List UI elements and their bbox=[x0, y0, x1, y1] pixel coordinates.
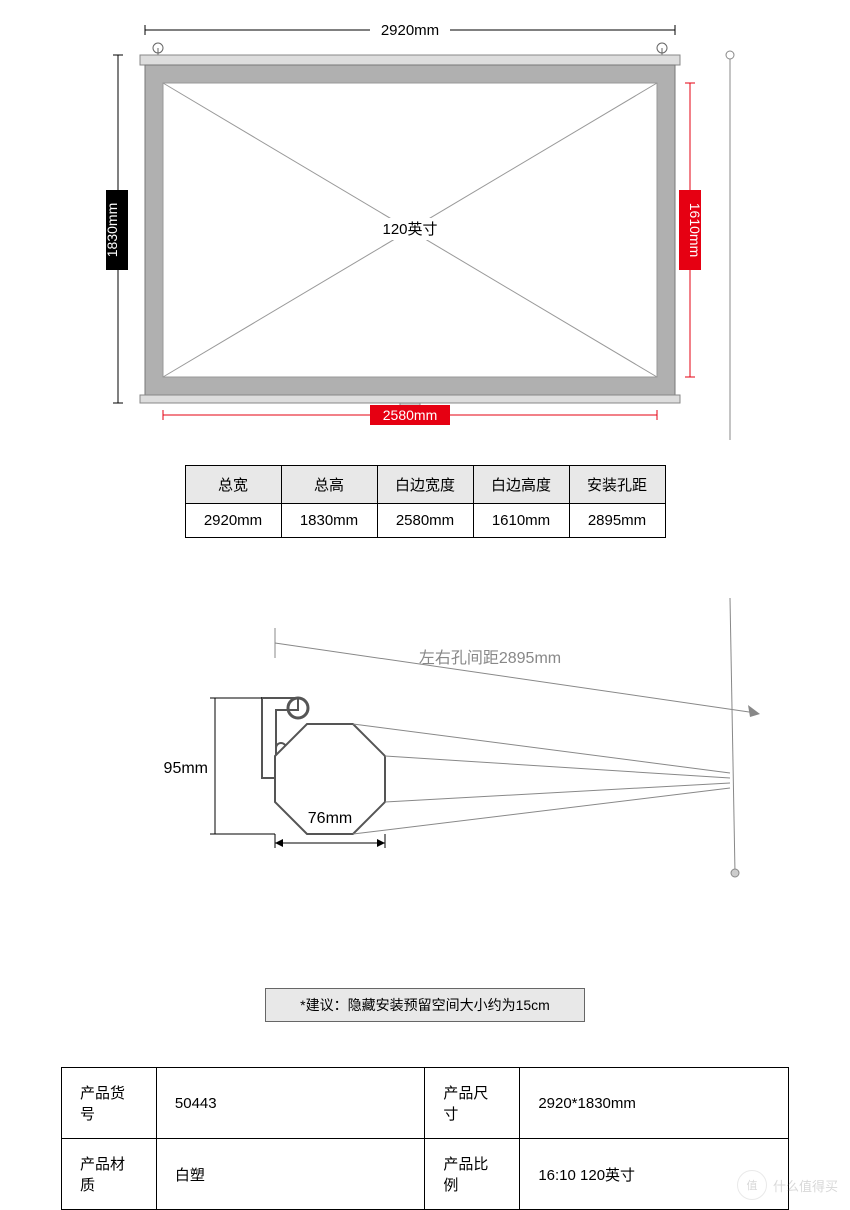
spec-label: 产品材质 bbox=[62, 1139, 157, 1210]
spec-label: 产品货号 bbox=[62, 1068, 157, 1139]
dim-th: 安装孔距 bbox=[569, 466, 665, 504]
dim-table-value-row: 2920mm 1830mm 2580mm 1610mm 2895mm bbox=[185, 504, 665, 538]
dim-td: 2580mm bbox=[377, 504, 473, 538]
spec-value: 白塑 bbox=[156, 1139, 425, 1210]
spec-value: 50443 bbox=[156, 1068, 425, 1139]
dim-outer-height: 1830mm bbox=[104, 203, 120, 257]
dim-table-header-row: 总宽 总高 白边宽度 白边高度 安装孔距 bbox=[185, 466, 665, 504]
housing-height-label: 95mm bbox=[164, 760, 208, 777]
spec-value: 2920*1830mm bbox=[520, 1068, 789, 1139]
spec-label: 产品比例 bbox=[425, 1139, 520, 1210]
watermark: 值 什么值得买 bbox=[737, 1170, 838, 1200]
dim-inner-width: 2580mm bbox=[383, 407, 437, 423]
watermark-icon: 值 bbox=[737, 1170, 767, 1200]
dim-td: 1610mm bbox=[473, 504, 569, 538]
dimension-table: 总宽 总高 白边宽度 白边高度 安装孔距 2920mm 1830mm 2580m… bbox=[185, 465, 666, 538]
dim-th: 白边高度 bbox=[473, 466, 569, 504]
housing-width-label: 76mm bbox=[308, 810, 352, 827]
installation-note: *建议：隐藏安装预留空间大小约为15cm bbox=[265, 988, 585, 1022]
dim-inner-height: 1610mm bbox=[687, 203, 703, 257]
hole-distance-label: 左右孔间距2895mm bbox=[419, 649, 561, 667]
dim-th: 总宽 bbox=[185, 466, 281, 504]
dim-th: 白边宽度 bbox=[377, 466, 473, 504]
spec-row: 产品货号 50443 产品尺寸 2920*1830mm bbox=[62, 1068, 789, 1139]
dim-td: 1830mm bbox=[281, 504, 377, 538]
dim-th: 总高 bbox=[281, 466, 377, 504]
screen-dimension-diagram: 2920mm 120英寸 bbox=[0, 0, 850, 440]
watermark-text: 什么值得买 bbox=[773, 1176, 838, 1195]
spec-row: 产品材质 白塑 产品比例 16:10 120英寸 bbox=[62, 1139, 789, 1210]
housing-cross-section-diagram: 左右孔间距2895mm 95mm bbox=[0, 598, 850, 888]
dim-td: 2895mm bbox=[569, 504, 665, 538]
dim-outer-width: 2920mm bbox=[381, 22, 439, 39]
spec-label: 产品尺寸 bbox=[425, 1068, 520, 1139]
screen-size-label: 120英寸 bbox=[382, 220, 437, 238]
dim-td: 2920mm bbox=[185, 504, 281, 538]
